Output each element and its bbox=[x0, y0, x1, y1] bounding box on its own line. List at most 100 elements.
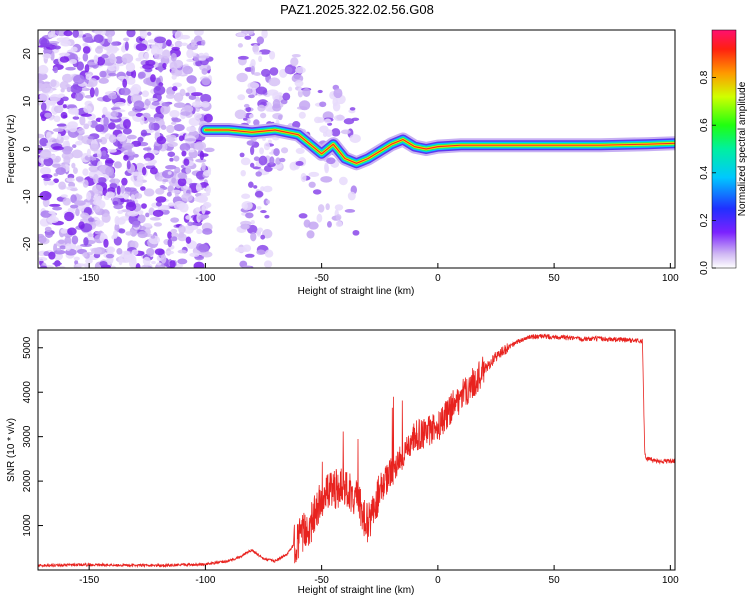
spectrogram-noise-blob bbox=[194, 30, 204, 36]
spectrogram-noise-blob bbox=[319, 101, 327, 108]
spectrogram-noise-blob bbox=[117, 210, 124, 215]
spectrogram-noise-blob bbox=[277, 114, 283, 121]
spectrogram-noise-blob bbox=[255, 171, 262, 177]
spectrogram-noise-blob bbox=[324, 164, 329, 174]
spectrogram-noise-blob bbox=[200, 101, 210, 108]
spectrogram-noise-blob bbox=[39, 137, 49, 147]
spectrogram-noise-blob bbox=[174, 189, 179, 197]
spectrogram-noise-blob bbox=[131, 249, 139, 256]
spectrogram-noise-blob bbox=[116, 185, 121, 195]
spectrogram-noise-blob bbox=[253, 156, 260, 162]
spectrogram-noise-blob bbox=[74, 92, 84, 102]
spectrogram-noise-blob bbox=[95, 124, 105, 133]
spectrogram-noise-blob bbox=[201, 39, 206, 46]
spectrogram-noise-blob bbox=[174, 166, 181, 174]
spectrogram-noise-blob bbox=[130, 194, 135, 201]
spectrogram-noise-blob bbox=[201, 77, 211, 86]
spectrogram-noise-blob bbox=[185, 236, 192, 244]
spectrogram-noise-blob bbox=[198, 215, 206, 221]
spectrogram-noise-blob bbox=[243, 103, 250, 108]
spectrogram-ridge-band bbox=[204, 129, 675, 164]
spectrogram-noise-blob bbox=[194, 141, 207, 151]
y-tick-label: 4000 bbox=[22, 381, 33, 404]
spectrogram-noise-blob bbox=[104, 30, 116, 38]
spectrogram-noise-blob bbox=[107, 122, 116, 130]
spectrogram-noise-blob bbox=[123, 193, 129, 200]
spectrogram-noise-blob bbox=[335, 214, 342, 221]
spectrogram-noise-blob bbox=[98, 77, 109, 84]
spectrogram-noise-blob bbox=[155, 188, 165, 195]
spectrogram-noise-blob bbox=[86, 191, 92, 201]
spectrogram-noise-blob bbox=[53, 45, 61, 50]
spectrogram-noise-blob bbox=[298, 111, 306, 119]
spectrogram-noise-blob bbox=[349, 134, 361, 143]
spectrogram-noise-blob bbox=[308, 171, 320, 178]
spectrogram-noise-blob bbox=[39, 92, 50, 101]
spectrogram-noise-blob bbox=[170, 121, 177, 125]
spectrogram-noise-blob bbox=[245, 212, 254, 219]
spectrogram-noise-blob bbox=[203, 113, 213, 123]
spectrogram-noise-blob bbox=[248, 94, 255, 99]
spectrogram-noise-blob bbox=[43, 177, 51, 182]
spectrogram-noise-blob bbox=[78, 221, 85, 229]
spectrogram-noise-blob bbox=[120, 250, 131, 259]
spectrogram-noise-blob bbox=[308, 181, 316, 188]
spectrogram-noise-blob bbox=[259, 147, 265, 155]
spectrogram-noise-blob bbox=[116, 248, 123, 255]
spectrogram-noise-blob bbox=[53, 115, 61, 123]
x-tick-label: 50 bbox=[549, 575, 561, 586]
y-tick-label: 2000 bbox=[22, 470, 33, 493]
spectrogram-noise-blob bbox=[101, 150, 107, 156]
spectrogram-noise-blob bbox=[169, 157, 174, 162]
spectrogram-noise-blob bbox=[99, 136, 108, 145]
spectrogram-noise-blob bbox=[245, 106, 252, 112]
spectrogram-noise-blob bbox=[257, 104, 266, 112]
x-tick-label: -50 bbox=[314, 273, 329, 284]
spectrogram-noise-blob bbox=[167, 151, 176, 157]
spectrogram-noise-blob bbox=[122, 142, 135, 149]
spectrogram-noise-blob bbox=[52, 128, 64, 133]
spectrogram-noise-blob bbox=[152, 209, 164, 218]
spectrogram-noise-blob bbox=[260, 234, 266, 240]
spectrogram-noise-blob bbox=[263, 142, 271, 151]
spectrogram-noise-blob bbox=[84, 64, 90, 73]
spectrogram-noise-blob bbox=[154, 248, 165, 256]
spectrogram-noise-blob bbox=[188, 117, 201, 127]
spectrogram-noise-blob bbox=[93, 54, 99, 64]
spectrogram-noise-blob bbox=[187, 149, 195, 153]
spectrogram-noise-blob bbox=[75, 176, 84, 182]
x-tick-label: -150 bbox=[79, 575, 99, 586]
spectrogram-noise-blob bbox=[96, 195, 102, 206]
spectrogram-noise-blob bbox=[70, 46, 78, 52]
spectrogram-noise-blob bbox=[302, 87, 311, 98]
spectrogram-noise-blob bbox=[88, 233, 94, 238]
spectrogram-noise-blob bbox=[38, 145, 42, 150]
spectrogram-noise-blob bbox=[57, 239, 65, 245]
spectrogram-noise-blob bbox=[62, 104, 67, 109]
spectrogram-noise-blob bbox=[264, 249, 274, 258]
spectrogram-noise-blob bbox=[142, 256, 151, 266]
spectrogram-noise-blob bbox=[90, 247, 103, 255]
x-tick-label: 0 bbox=[435, 273, 441, 284]
spectrogram-noise-blob bbox=[110, 110, 119, 118]
spectrogram-noise-blob bbox=[333, 114, 346, 122]
spectrogram-noise-blob bbox=[140, 264, 149, 268]
spectrogram-noise-blob bbox=[57, 133, 62, 140]
spectrogram-noise-blob bbox=[160, 105, 169, 115]
spectrogram-noise-blob bbox=[71, 235, 79, 245]
spectrogram-noise-blob bbox=[248, 181, 254, 188]
spectrogram-noise-blob bbox=[144, 157, 151, 162]
spectrogram-noise-blob bbox=[294, 80, 304, 87]
spectrogram-noise-blob bbox=[201, 162, 206, 172]
spectrogram-noise-blob bbox=[120, 209, 131, 213]
spectrogram-noise-blob bbox=[151, 101, 160, 106]
spectrogram-noise-blob bbox=[169, 109, 180, 118]
spectrogram-noise-blob bbox=[132, 220, 140, 228]
spectrogram-noise-blob bbox=[83, 237, 89, 246]
spectrogram-noise-blob bbox=[143, 162, 156, 166]
spectrogram-noise-blob bbox=[146, 31, 152, 36]
chart-title: PAZ1.2025.322.02.56.G08 bbox=[280, 2, 434, 17]
spectrogram-noise-blob bbox=[190, 39, 196, 47]
spectrogram-noise-blob bbox=[143, 222, 152, 228]
